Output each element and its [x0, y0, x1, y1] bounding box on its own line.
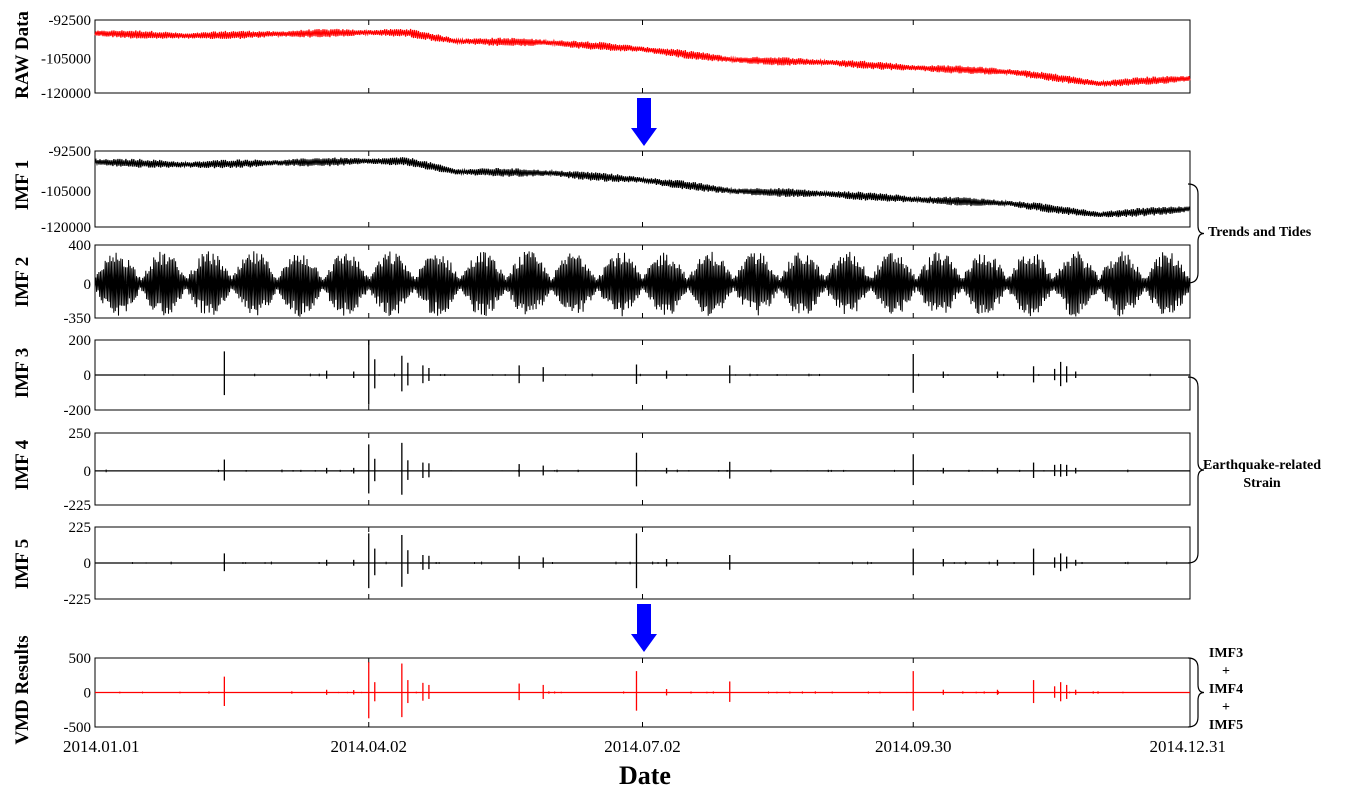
x-tick-label: 2014.12.31 [1150, 737, 1227, 756]
y-axis-label: IMF 1 [12, 160, 33, 210]
y-tick-label: 0 [84, 464, 92, 480]
brace-earthquake [1187, 376, 1205, 564]
annotation-vmd-line: IMF5 [1209, 718, 1243, 733]
y-tick-label: -500 [64, 720, 92, 736]
y-tick-label: -225 [64, 592, 92, 608]
annotation-vmd-line: + [1222, 700, 1230, 715]
y-tick-label: 250 [69, 426, 92, 442]
down-arrow-icon [631, 98, 657, 146]
series-line [94, 28, 1191, 88]
y-tick-label: 0 [84, 368, 92, 384]
y-axis-label: IMF 3 [12, 348, 33, 398]
brace-trends [1187, 183, 1205, 284]
y-axis-label: IMF 2 [12, 257, 33, 307]
y-axis-label: IMF 5 [12, 539, 33, 589]
y-tick-label: -92500 [49, 144, 92, 160]
y-tick-label: -200 [64, 403, 92, 419]
x-tick-label: 2014.01.01 [63, 737, 140, 756]
annotation-trends: Trends and Tides [1208, 225, 1312, 240]
x-tick-label: 2014.04.02 [331, 737, 408, 756]
y-tick-label: -120000 [41, 86, 91, 102]
y-tick-label: 200 [69, 333, 92, 349]
y-tick-label: 0 [84, 686, 92, 702]
y-tick-label: -105000 [41, 52, 91, 68]
annotation-earthquake-line1: Earthquake-related [1203, 458, 1321, 473]
x-tick-label: 2014.09.30 [875, 737, 952, 756]
y-tick-label: -92500 [49, 13, 92, 29]
brace-vmd [1187, 657, 1205, 728]
y-tick-label: 500 [69, 651, 92, 667]
y-axis-label: VMD Results [12, 635, 33, 744]
y-tick-label: 0 [84, 556, 92, 572]
x-axis-title: Date [619, 761, 671, 790]
y-tick-label: -120000 [41, 220, 91, 236]
y-axis-label: RAW Data [12, 11, 33, 99]
y-tick-label: 0 [84, 277, 92, 293]
series-line [94, 157, 1191, 218]
down-arrow-icon [631, 604, 657, 652]
y-tick-label: -225 [64, 498, 92, 514]
y-tick-label: -105000 [41, 184, 91, 200]
y-tick-label: -350 [64, 311, 92, 327]
x-tick-label: 2014.07.02 [604, 737, 681, 756]
y-tick-label: 225 [69, 520, 92, 536]
annotation-earthquake-line2: Strain [1243, 476, 1281, 491]
y-axis-label: IMF 4 [12, 439, 33, 490]
annotation-vmd-line: IMF3 [1209, 646, 1243, 661]
plot-frame [94, 432, 1191, 506]
annotation-vmd-line: + [1222, 664, 1230, 679]
annotation-vmd-line: IMF4 [1209, 682, 1243, 697]
series-line [94, 251, 1191, 317]
plot-frame [94, 19, 1191, 94]
y-tick-label: 400 [69, 238, 92, 254]
